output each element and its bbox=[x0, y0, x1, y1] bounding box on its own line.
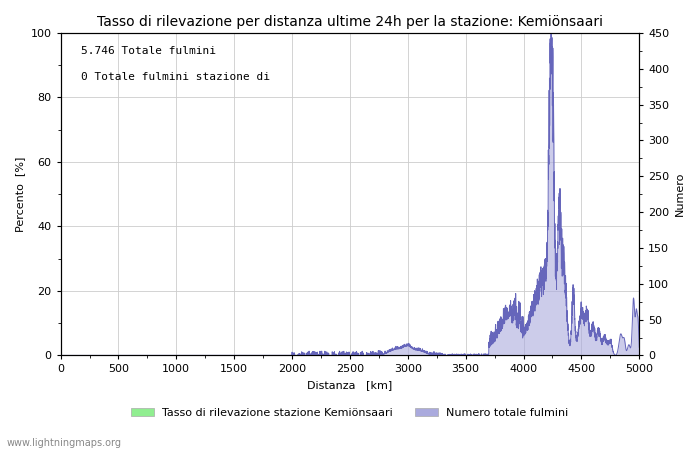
Text: www.lightningmaps.org: www.lightningmaps.org bbox=[7, 437, 122, 447]
X-axis label: Distanza   [km]: Distanza [km] bbox=[307, 380, 393, 390]
Y-axis label: Percento  [%]: Percento [%] bbox=[15, 157, 25, 232]
Title: Tasso di rilevazione per distanza ultime 24h per la stazione: Kemiönsaari: Tasso di rilevazione per distanza ultime… bbox=[97, 15, 603, 29]
Text: 5.746 Totale fulmini: 5.746 Totale fulmini bbox=[80, 46, 216, 56]
Text: 0 Totale fulmini stazione di: 0 Totale fulmini stazione di bbox=[80, 72, 270, 81]
Legend: Tasso di rilevazione stazione Kemiönsaari, Numero totale fulmini: Tasso di rilevazione stazione Kemiönsaar… bbox=[127, 403, 573, 422]
Y-axis label: Numero: Numero bbox=[675, 172, 685, 216]
